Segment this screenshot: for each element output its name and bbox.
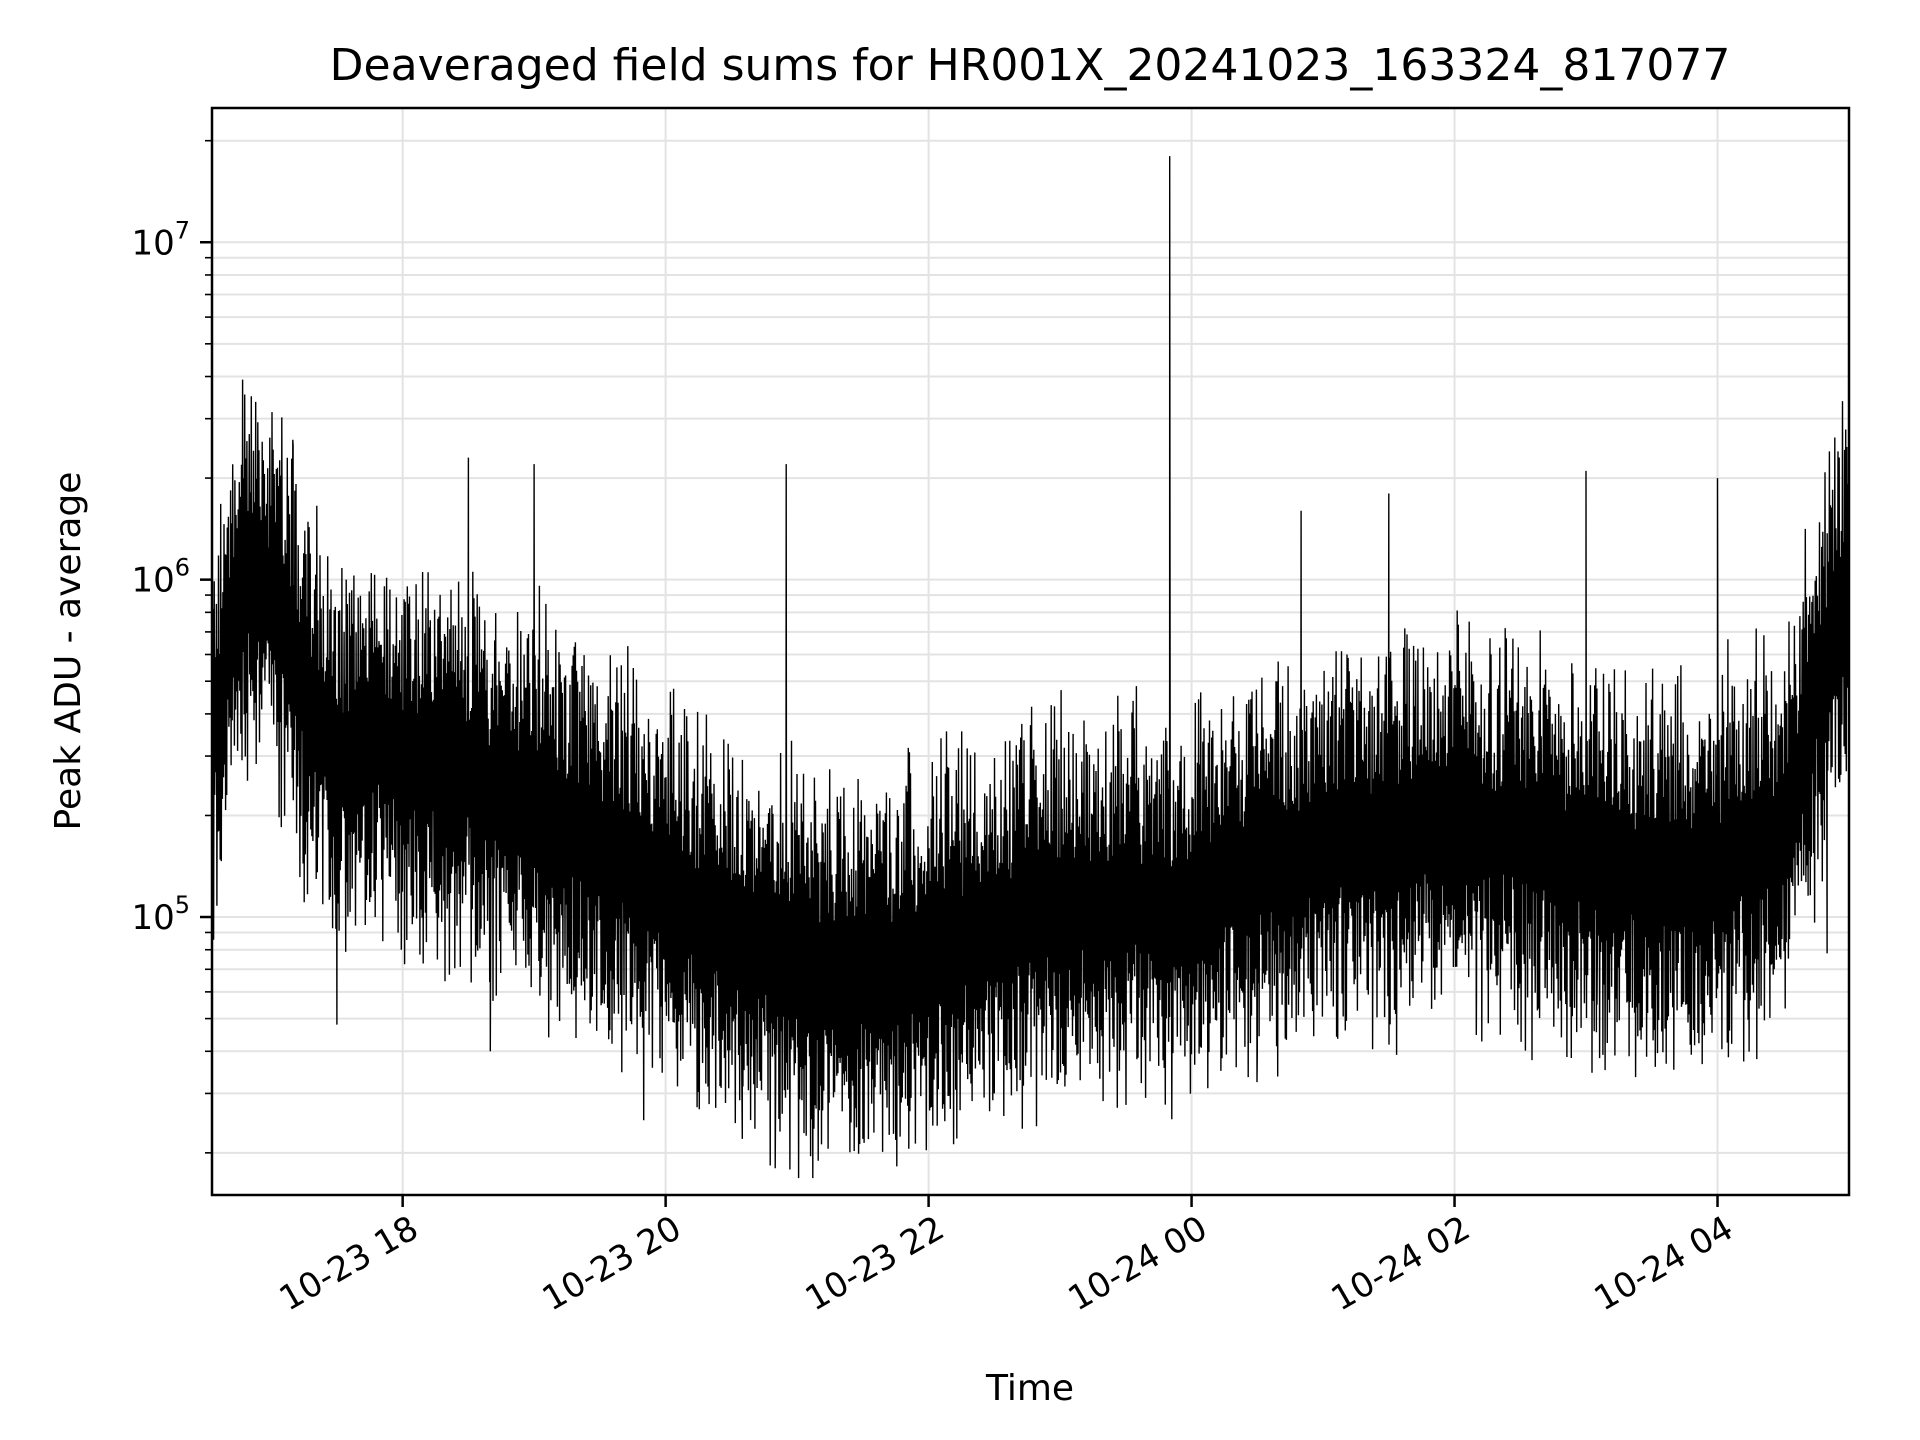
series-line <box>211 156 1850 1179</box>
x-tick-label: 10-24 04 <box>1588 1208 1740 1319</box>
x-tick-label: 10-24 00 <box>1062 1208 1214 1319</box>
y-axis-label: Peak ADU - average <box>48 472 89 831</box>
chart-title: Deaveraged field sums for HR001X_2024102… <box>330 40 1731 91</box>
x-tick-label: 10-24 02 <box>1325 1208 1477 1319</box>
plot-frame <box>210 106 1851 1197</box>
x-tick-label: 10-23 22 <box>799 1208 951 1319</box>
y-tick-label: 106 <box>131 554 190 601</box>
x-tick-label: 10-23 20 <box>536 1208 688 1319</box>
y-tick-label: 105 <box>131 891 190 938</box>
y-tick-label: 107 <box>131 216 190 263</box>
x-axis-label: Time <box>985 1368 1074 1409</box>
x-tick-label: 10-23 18 <box>273 1208 425 1319</box>
